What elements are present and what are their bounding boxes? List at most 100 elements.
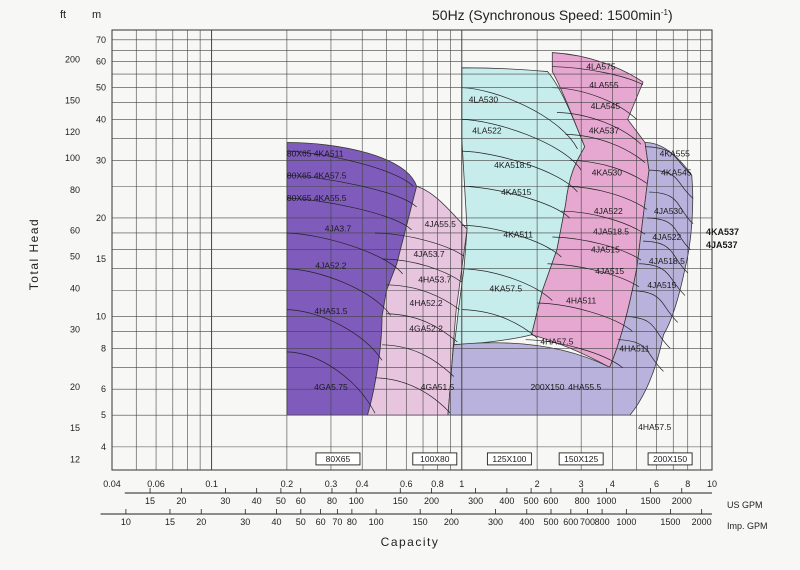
y-tick-ft: 60: [70, 226, 80, 236]
size-box-200x150: [647, 452, 693, 466]
model-label: 4JA55.5: [425, 219, 456, 229]
model-label: 4KA511: [503, 230, 533, 240]
y-tick-m: 8: [101, 343, 106, 353]
us-gpm-tick-label: 20: [176, 496, 186, 506]
us-gpm-tick-label: 150: [393, 496, 408, 506]
imp-gpm-tick-label: 400: [519, 517, 534, 527]
model-label: 4JA515: [591, 245, 620, 255]
performance-curve: [643, 240, 688, 274]
model-label: 4KA555: [660, 148, 691, 158]
performance-curve: [552, 87, 637, 120]
performance-curve: [561, 210, 646, 235]
performance-curve: [648, 169, 694, 199]
performance-curve: [286, 309, 383, 361]
model-label: 4JA3.7: [325, 223, 352, 233]
performance-curve: [569, 159, 648, 184]
imp-gpm-tick-label: 100: [369, 517, 384, 527]
performance-curve: [647, 217, 691, 250]
size-label: 200X150: [653, 454, 687, 464]
model-label: 4JA515: [595, 266, 624, 276]
performance-curve: [556, 112, 642, 145]
imp-gpm-tick-label: 80: [347, 517, 357, 527]
y-tick-m: 60: [96, 57, 106, 67]
us-gpm-tick-label: 80: [327, 496, 337, 506]
x-tick: 2: [535, 479, 540, 489]
model-label: 4HA53.7: [418, 274, 451, 284]
performance-curve: [461, 150, 578, 193]
x-tick: 0.1: [205, 479, 218, 489]
model-label: 4LA555: [589, 80, 619, 90]
us-gpm-tick-label: 300: [468, 496, 483, 506]
us-gpm-tick-label: 800: [575, 496, 590, 506]
performance-curve: [461, 268, 553, 301]
us-gpm-tick-label: 600: [543, 496, 558, 506]
performance-curve: [547, 263, 640, 288]
performance-curve: [286, 197, 412, 231]
size-label: 150X125: [564, 454, 598, 464]
us-gpm-tick-label: 50: [276, 496, 286, 506]
performance-curve: [461, 224, 562, 258]
size-box-125x100: [486, 452, 532, 466]
imp-gpm-tick-label: 50: [296, 517, 306, 527]
imp-gpm-tick-label: 2000: [692, 517, 712, 527]
size-box-150x125: [558, 452, 604, 466]
y-tick-ft: 30: [70, 324, 80, 334]
outside-label-4ka537: 4KA537: [706, 227, 739, 237]
imp-gpm-tick-label: 20: [196, 517, 206, 527]
model-label: 4LA545: [591, 101, 621, 111]
x-tick: 6: [654, 479, 659, 489]
y-tick-m: 30: [96, 155, 106, 165]
imp-gpm-tick-label: 70: [332, 517, 342, 527]
y-tick-labels: 4 5 6 8 10 15 20 30 40 50 60 70 12 15 20 30 40 50 60 80 100 1…: [65, 35, 106, 465]
y-tick-ft: 20: [70, 382, 80, 392]
x-tick: 3: [579, 479, 584, 489]
performance-curve: [286, 232, 403, 275]
pump-zones: [286, 52, 694, 416]
performance-curve: [617, 339, 664, 372]
model-label: 4LA530: [469, 95, 499, 105]
us-gpm-tick-label: 100: [349, 496, 364, 506]
us-gpm-tick-label: 60: [296, 496, 306, 506]
size-label: 125X100: [492, 454, 526, 464]
y-tick-ft: 80: [70, 185, 80, 195]
size-box-80x65: [315, 452, 361, 466]
us-gpm-tick-label: 1000: [596, 496, 616, 506]
y-tick-ft: 120: [65, 127, 80, 137]
performance-curve: [525, 339, 624, 369]
y-tick-m: 70: [96, 35, 106, 45]
performance-curve: [461, 119, 582, 171]
imp-gpm-tick-label: 500: [543, 517, 558, 527]
y-tick-ft: 100: [65, 153, 80, 163]
x-tick: 0.8: [431, 479, 444, 489]
model-label: 4HA51.5: [314, 306, 347, 316]
model-label: 4JA518.5: [649, 256, 685, 266]
size-boxes: 80X65 100X80 125X100 150X125 200X150: [315, 452, 693, 466]
performance-curve: [632, 290, 679, 323]
model-label: 4KA515: [501, 187, 532, 197]
imp-gpm-label: Imp. GPM: [727, 521, 768, 531]
imp-gpm-tick-label: 1500: [660, 517, 680, 527]
model-label: 4JA53.7: [413, 249, 444, 259]
x-axis-label: Capacity: [381, 535, 440, 549]
us-gpm-label: US GPM: [727, 500, 763, 510]
model-label: 200X150: [530, 382, 564, 392]
model-label: 4JA518.5: [593, 226, 629, 236]
y-tick-ft: 12: [70, 455, 80, 465]
performance-curve: [386, 313, 458, 343]
performance-curve: [552, 66, 644, 86]
chart-title: 50Hz (Synchronous Speed: 1500min-1): [432, 7, 673, 23]
us-gpm-tick-label: 2000: [672, 496, 692, 506]
size-box-100x80: [412, 452, 458, 466]
y-tick-m: 5: [101, 410, 106, 420]
model-label: 4KA57.5: [490, 283, 523, 293]
model-label: 4HA57.5: [540, 336, 573, 346]
performance-curve: [461, 309, 538, 339]
y-tick-ft: 40: [70, 283, 80, 293]
model-label: 4HA57.5: [638, 422, 671, 432]
us-gpm-tick-label: 400: [499, 496, 514, 506]
model-label: 4LA575: [586, 62, 616, 72]
performance-curve: [375, 377, 451, 414]
y-tick-m: 4: [101, 442, 106, 452]
x-tick-labels: 0.04 0.06 0.1 0.2 0.3 0.4 0.6 0.8 1 2 3 4 6 8 10: [103, 479, 717, 489]
